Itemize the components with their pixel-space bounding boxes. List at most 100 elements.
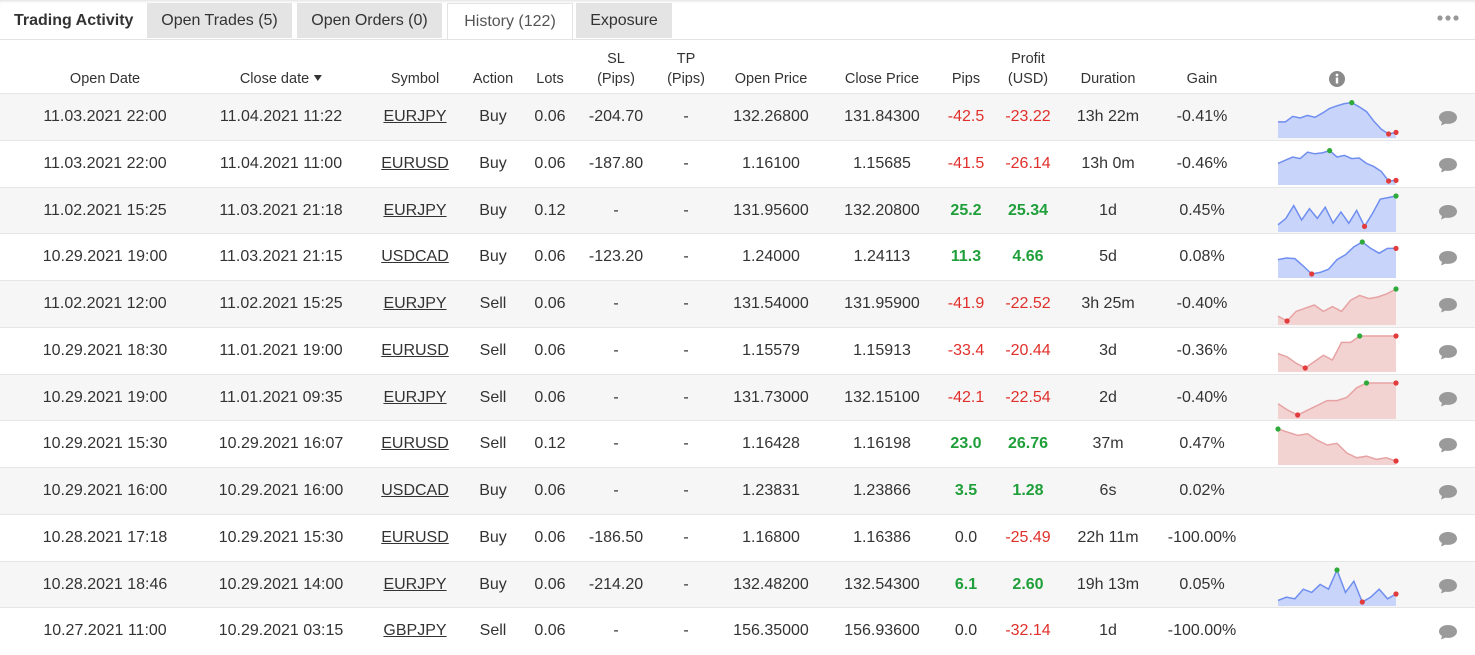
- cell: 5d: [1099, 248, 1117, 266]
- tab[interactable]: Trading Activity: [14, 12, 134, 29]
- end-marker: [1393, 379, 1399, 386]
- table-row: 10.29.2021 19:00 11.01.2021 09:35 EURJPY Se…: [0, 373, 1475, 422]
- symbol-link[interactable]: EURUSD: [381, 341, 449, 359]
- sparkline: [1275, 426, 1399, 466]
- comment-icon[interactable]: [1438, 249, 1458, 267]
- cell: 10.29.2021 16:00: [42, 482, 168, 499]
- cell: 11.03.2021 22:00: [43, 154, 167, 172]
- cell: 10.27.2021 11:00: [43, 622, 167, 640]
- cell: 156.93600: [844, 622, 920, 640]
- cell: Sell: [479, 388, 507, 406]
- cell: Buy: [479, 201, 507, 219]
- symbol-link[interactable]: EURJPY: [383, 201, 447, 219]
- cell: 11.02.2021 15:25: [43, 201, 167, 219]
- comment-icon[interactable]: [1438, 296, 1458, 314]
- cell: 0.06: [534, 295, 566, 312]
- cell: Sell: [479, 341, 507, 359]
- cell: -32.14: [1005, 622, 1051, 640]
- cell: 131.73000: [733, 388, 809, 406]
- tab[interactable]: Open Trades (5): [147, 3, 292, 38]
- cell: 37m: [1092, 435, 1124, 453]
- end-marker: [1393, 246, 1399, 252]
- cell: -0.41%: [1176, 108, 1228, 125]
- tab[interactable]: History (122): [447, 3, 573, 39]
- comment-icon[interactable]: [1438, 483, 1458, 501]
- cell: 132.54300: [844, 575, 920, 593]
- cell: -: [683, 388, 689, 406]
- comment-icon[interactable]: [1438, 390, 1458, 408]
- cell: 3h 25m: [1081, 295, 1135, 312]
- symbol-link[interactable]: EURUSD: [381, 528, 449, 546]
- tab[interactable]: Exposure: [576, 3, 672, 38]
- cell: 131.54000: [733, 295, 809, 312]
- cell: 25.2: [950, 201, 982, 219]
- high-marker: [1393, 192, 1399, 199]
- sparkline-area: [1278, 289, 1396, 325]
- cell: -0.46%: [1176, 154, 1228, 172]
- symbol-link[interactable]: EURJPY: [383, 108, 447, 125]
- low-marker: [1284, 318, 1290, 324]
- comment-bubble: [1439, 438, 1457, 453]
- sparkline-area: [1278, 102, 1396, 138]
- cell: 156.35000: [733, 622, 809, 640]
- sparkline-area: [1278, 195, 1396, 232]
- more-menu[interactable]: [1437, 10, 1459, 26]
- comment-bubble: [1439, 344, 1457, 360]
- cell: -123.20: [588, 248, 644, 266]
- symbol-link[interactable]: EURUSD: [381, 154, 449, 172]
- cell: Buy: [479, 528, 507, 546]
- low-marker: [1309, 271, 1315, 277]
- symbol-link[interactable]: EURJPY: [383, 575, 447, 593]
- sparkline: [1277, 566, 1399, 606]
- cell: 0.0: [954, 528, 978, 546]
- comment-icon[interactable]: [1438, 343, 1458, 361]
- tab[interactable]: Open Orders (0): [297, 3, 442, 38]
- high-marker: [1363, 379, 1370, 386]
- cell: 6.1: [954, 575, 978, 593]
- symbol-link[interactable]: GBPJPY: [383, 622, 447, 640]
- cell: 0.12: [534, 435, 566, 453]
- cell: 1.16100: [742, 154, 800, 172]
- cell: -187.80: [588, 154, 644, 172]
- table-row: 10.29.2021 19:00 11.03.2021 21:15 USDCAD Bu…: [0, 233, 1475, 281]
- cell: 10.29.2021 18:30: [42, 341, 168, 359]
- cell: 11.01.2021 19:00: [219, 341, 343, 359]
- symbol-link[interactable]: USDCAD: [381, 482, 449, 499]
- cell: 3d: [1099, 341, 1117, 359]
- cell: 1.16428: [742, 435, 800, 453]
- comment-icon[interactable]: [1438, 623, 1458, 641]
- sparkline: [1278, 100, 1399, 138]
- comment-bubble: [1439, 298, 1457, 313]
- table-row: 10.27.2021 11:00 10.29.2021 03:15 GBPJPY Se…: [0, 607, 1475, 655]
- symbol-link[interactable]: EURUSD: [381, 435, 449, 453]
- symbol-link[interactable]: USDCAD: [381, 248, 449, 266]
- end-marker: [1393, 590, 1399, 597]
- cell: -: [683, 341, 689, 359]
- sparkline: [1277, 286, 1399, 325]
- symbol-link[interactable]: EURJPY: [383, 295, 447, 312]
- cell: -33.4: [947, 341, 985, 359]
- cell: 0.08%: [1179, 248, 1225, 266]
- comment-icon[interactable]: [1438, 530, 1458, 548]
- high-marker: [1359, 239, 1365, 245]
- comment-icon[interactable]: [1438, 156, 1458, 174]
- low-marker: [1386, 178, 1392, 184]
- comment-icon[interactable]: [1438, 203, 1458, 221]
- sparkline: [1277, 192, 1399, 232]
- table-row: 10.29.2021 16:00 10.29.2021 16:00 USDCAD Bu…: [0, 467, 1475, 515]
- table-row: 11.02.2021 12:00 11.02.2021 15:25 EURJPY Se…: [0, 280, 1475, 328]
- symbol-link[interactable]: EURJPY: [383, 388, 447, 406]
- info-icon[interactable]: [1328, 70, 1346, 88]
- icon-dot: [1335, 73, 1339, 77]
- cell: -42.1: [947, 388, 985, 406]
- cell: 1.28: [1012, 482, 1044, 499]
- comment-icon[interactable]: [1438, 109, 1458, 127]
- cell: 1.23866: [853, 482, 911, 499]
- cell: -0.40%: [1176, 295, 1228, 312]
- comment-icon[interactable]: [1438, 577, 1458, 595]
- cell: 25.34: [1007, 201, 1049, 219]
- comment-icon[interactable]: [1438, 436, 1458, 454]
- cell: 1.23831: [742, 482, 800, 499]
- cell: Buy: [479, 248, 507, 266]
- cell: 4.66: [1012, 248, 1044, 266]
